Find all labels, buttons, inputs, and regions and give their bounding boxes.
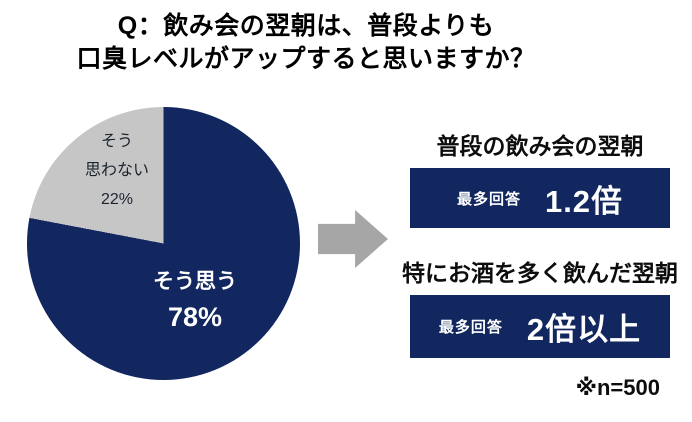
pie-chart <box>27 107 300 380</box>
result-heading-heavy: 特にお酒を多く飲んだ翌朝 <box>402 260 678 286</box>
title-line-2: 口臭レベルがアップすると思いますか？ <box>76 45 536 73</box>
title-line-1: Q：飲み会の翌朝は、普段よりも <box>117 12 495 40</box>
most-common-answer-badge: 最多回答 <box>438 319 503 336</box>
pie-slice-label-yes: そう思う 78% <box>120 266 270 336</box>
no-label-line-1: そう <box>100 133 133 150</box>
page-title: Q：飲み会の翌朝は、普段よりも 口臭レベルがアップすると思いますか？ <box>0 10 612 76</box>
no-label-line-2: 思わない <box>84 162 149 179</box>
sample-size-note: ※n=500 <box>575 375 660 400</box>
most-common-answer-badge: 最多回答 <box>456 190 521 208</box>
yes-label: そう思う <box>153 270 237 293</box>
result-value-heavy: 2倍以上 <box>526 312 642 347</box>
result-heading-usual: 普段の飲み会の翌朝 <box>436 133 644 159</box>
no-percentage: 22% <box>100 191 134 208</box>
pie-slice-label-no: そう 思わない 22% <box>62 127 172 214</box>
result-value-usual: 1.2倍 <box>544 183 624 219</box>
result-box-usual: 最多回答 1.2倍 <box>410 168 670 228</box>
result-box-heavy: 最多回答 2倍以上 <box>410 295 670 358</box>
yes-percentage: 78% <box>167 302 223 332</box>
right-arrow-icon <box>318 210 388 268</box>
